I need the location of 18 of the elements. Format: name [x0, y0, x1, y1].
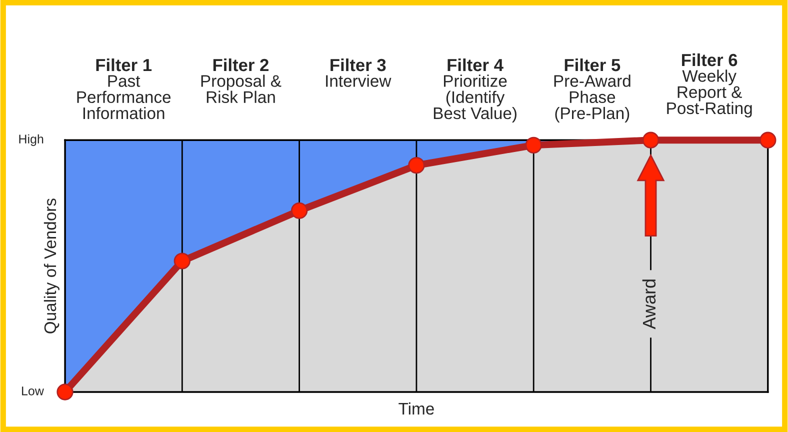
text: Filter 6 Weekly Report & Post-Rating: [667, 53, 752, 118]
text: Filter 2 Proposal & Risk Plan: [201, 58, 282, 104]
point: [174, 252, 190, 270]
point: [642, 132, 660, 148]
text: Filter 5 Pre-Award Phase (Pre-Plan): [554, 58, 630, 122]
point: [525, 136, 542, 154]
text: Filter 3 Interview: [326, 58, 392, 87]
y-axis-title: Quality of Vendors: [44, 198, 60, 334]
text: Filter 4 Prioritize (Identify Best Value): [434, 58, 516, 122]
text: High: [19, 134, 44, 146]
point: [760, 132, 776, 148]
x-axis-title: Time: [398, 402, 434, 415]
point: [56, 384, 74, 400]
annotation: Award: [642, 280, 656, 330]
text: Filter 1 Past Performance Information: [77, 58, 171, 120]
text: Low: [22, 386, 44, 396]
point: [408, 156, 425, 174]
point: [290, 202, 308, 219]
